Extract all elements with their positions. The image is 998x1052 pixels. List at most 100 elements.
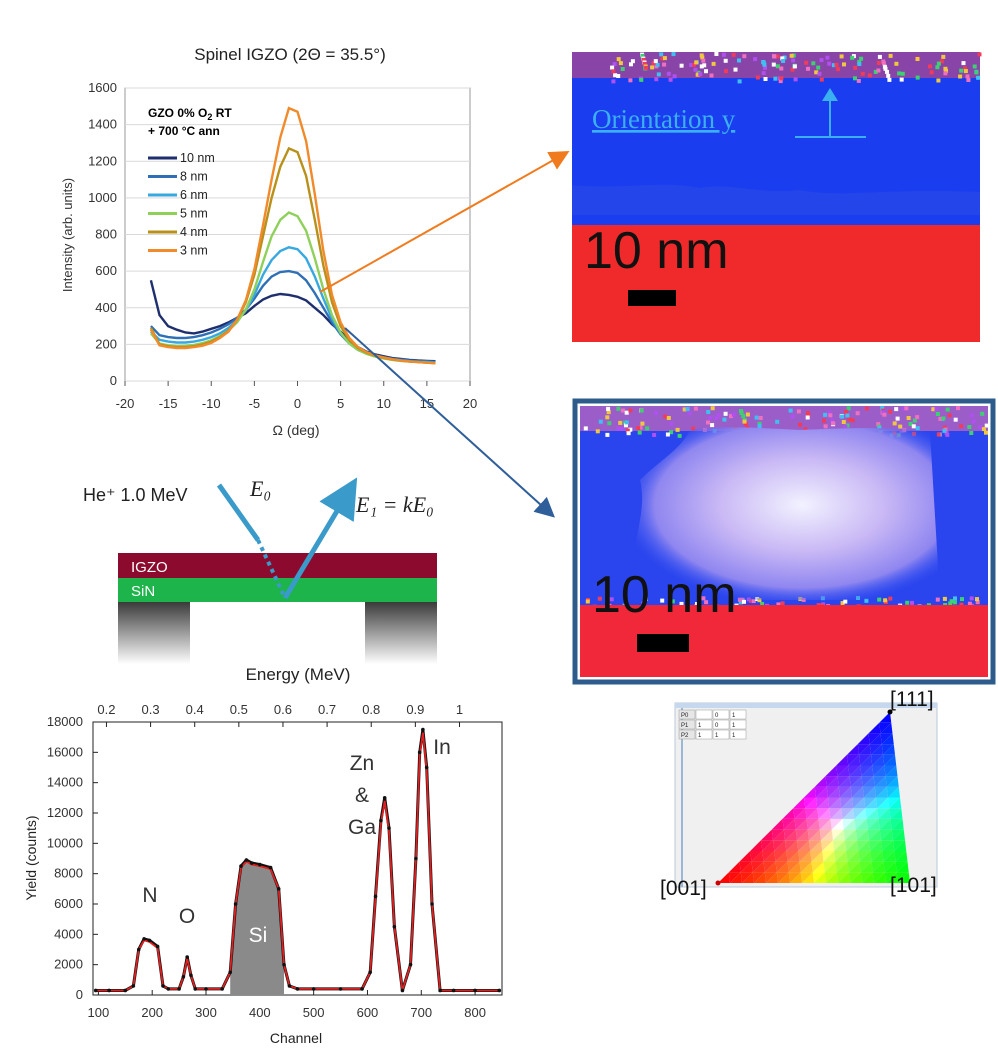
ipf-color-cell <box>829 808 842 819</box>
chart1-x-label: Ω (deg) <box>272 422 319 438</box>
surface-noise-pixel <box>662 56 667 61</box>
surface-noise-pixel <box>682 407 687 412</box>
surface-noise-pixel <box>660 598 665 603</box>
surface-noise-pixel <box>831 63 836 68</box>
chart2-x-tick-label: 500 <box>303 1005 325 1020</box>
sin-layer <box>118 578 437 602</box>
surface-noise-pixel <box>984 430 988 435</box>
ipf-color-cell <box>866 808 879 819</box>
surface-noise-pixel <box>840 601 845 605</box>
ipf-color-cell <box>841 808 854 819</box>
ipf-color-cell <box>880 722 893 734</box>
surface-noise-pixel <box>936 78 941 83</box>
surface-noise-pixel <box>607 421 612 426</box>
ipf-color-cell <box>785 840 797 851</box>
ipf-color-cell <box>885 776 898 787</box>
map-top-scale-bar <box>628 290 676 306</box>
chart2-data-point <box>107 988 111 993</box>
ipf-color-cell <box>882 850 895 862</box>
surface-noise-pixel <box>977 52 982 57</box>
ipf-color-cell <box>848 861 861 873</box>
surface-noise-pixel <box>911 424 916 429</box>
chart2-series-line-fit <box>95 732 500 992</box>
ipf-color-cell <box>845 829 857 841</box>
ipf-color-cell <box>864 786 876 798</box>
ipf-color-cell <box>870 850 883 862</box>
chart2-y-tick-label: 12000 <box>47 805 83 820</box>
ipf-color-cell <box>886 872 898 883</box>
e0-label: E₀ <box>249 476 271 501</box>
ipf-color-cell <box>870 840 883 851</box>
support-left <box>118 602 190 664</box>
surface-noise-pixel <box>971 419 976 424</box>
surface-noise-pixel <box>798 422 802 427</box>
surface-noise-pixel <box>943 71 948 76</box>
surface-noise-pixel <box>967 425 972 429</box>
surface-noise-pixel <box>836 67 841 72</box>
surface-noise-pixel <box>700 55 705 60</box>
surface-noise-pixel <box>716 412 721 417</box>
chart1-x-tick-label: -5 <box>249 396 261 411</box>
map-top-grain-boundary <box>572 184 980 215</box>
ipf-color-cell <box>836 765 849 777</box>
surface-noise-pixel <box>701 58 706 63</box>
surface-noise-pixel <box>905 600 910 605</box>
ipf-color-cell <box>860 872 873 883</box>
surface-noise-pixel <box>976 75 981 80</box>
surface-noise-pixel <box>675 427 680 432</box>
surface-noise-pixel <box>856 78 861 83</box>
chart2-data-point <box>239 864 243 868</box>
surface-noise-pixel <box>945 407 950 412</box>
ipf-color-cell <box>884 754 897 766</box>
ipf-parameter-table: P0 0 1 P1 1 0 1 P2 1 1 1 <box>678 709 747 740</box>
surface-noise-pixel <box>806 413 811 417</box>
orientation-y-label: Orientation y <box>592 104 736 134</box>
ipf-color-cell <box>848 872 861 883</box>
ipf-color-cell <box>795 818 808 830</box>
ipf-color-cell <box>830 808 843 819</box>
surface-noise-pixel <box>967 601 972 606</box>
surface-noise-pixel <box>710 423 715 428</box>
surface-noise-pixel <box>654 411 659 415</box>
ipf-color-cell <box>811 861 824 873</box>
ipf-color-cell <box>860 765 873 777</box>
ipf-triangle <box>715 709 910 886</box>
ipf-color-cell <box>837 776 850 787</box>
chart1-y-tick-label: 600 <box>95 263 117 278</box>
ipf-color-cell <box>869 840 881 851</box>
ipf-corner-dot-111 <box>887 709 893 715</box>
ipf-color-cell <box>774 850 787 862</box>
surface-noise-pixel <box>938 416 943 421</box>
ipf-color-cell <box>877 797 890 809</box>
ipf-color-cell <box>860 861 873 873</box>
ipf-color-cell <box>831 829 844 841</box>
surface-noise-pixel <box>963 66 968 71</box>
surface-noise-pixel <box>642 61 647 66</box>
chart2-data-point <box>249 861 254 865</box>
peak-label-n: N <box>142 884 157 907</box>
igzo-layer-label: IGZO <box>131 559 168 576</box>
surface-noise-pixel <box>729 414 733 419</box>
surface-noise-pixel <box>883 598 888 603</box>
ipf-color-cell <box>764 861 777 873</box>
ipf-color-cell <box>854 808 867 819</box>
ipf-color-cell <box>878 808 891 819</box>
ipf-color-cell <box>752 861 765 873</box>
ipf-panel-header <box>675 703 937 708</box>
si-filled-region <box>230 860 284 995</box>
surface-noise-pixel <box>887 77 892 82</box>
surface-noise-pixel <box>845 413 850 418</box>
ipf-color-cell <box>805 808 818 819</box>
ipf-table-cell <box>712 729 730 740</box>
ipf-color-cell <box>800 861 813 873</box>
surface-noise-pixel <box>606 406 611 411</box>
surface-noise-pixel <box>695 72 700 77</box>
chart2-data-point <box>147 938 152 943</box>
ipf-label-111: [111] <box>890 688 934 711</box>
surface-noise-pixel <box>834 62 839 67</box>
ipf-color-cell <box>847 744 859 755</box>
surface-noise-pixel <box>842 62 846 67</box>
surface-noise-pixel <box>782 55 787 60</box>
chart1-y-ticks: 0 200 400 600 800 1000 1200 1400 1600 <box>88 80 117 388</box>
map-bottom-scale-label: 10 nm <box>592 566 737 624</box>
